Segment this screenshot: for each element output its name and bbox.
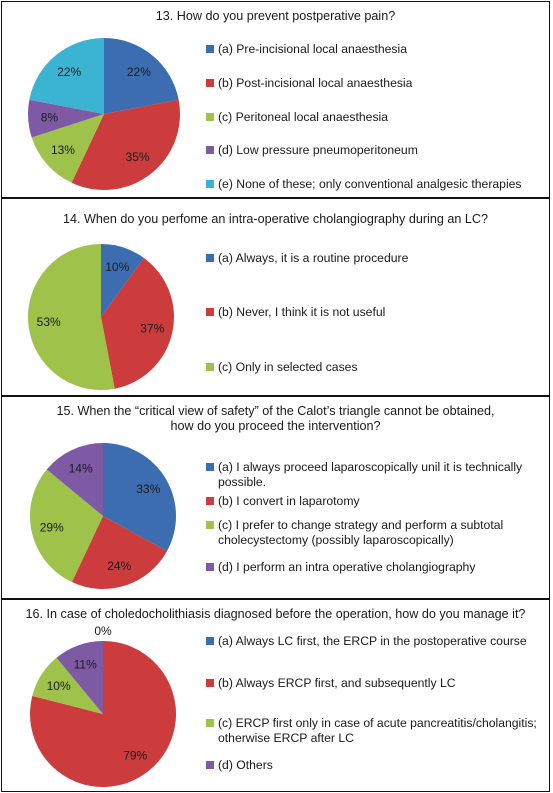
pie-slice-purple <box>27 99 104 138</box>
legend-swatch-red <box>206 308 214 316</box>
legend-swatch-green <box>206 363 214 371</box>
legend-label: (d) Others <box>218 758 273 772</box>
pie-slice-red <box>101 257 174 389</box>
legend-label: (a) Always, it is a routine procedure <box>218 251 409 265</box>
legend-swatch-green <box>206 719 214 727</box>
legend-swatch-green <box>206 113 214 121</box>
chart-title: 14. When do you perfome an intra-operati… <box>63 212 488 226</box>
pie-slice-green <box>31 114 104 183</box>
pie-chart-13: 22% 35% 13% 8% 22% <box>27 38 180 190</box>
legend-swatch-blue <box>206 637 214 645</box>
legend-swatch-green <box>206 521 214 529</box>
pie-slice-green <box>29 469 103 583</box>
data-label: 0% <box>94 624 112 638</box>
legend-label: (b) Post-incisional local anaesthesia <box>218 76 413 90</box>
legend-label: (c) ERCP first only in case of acute pan… <box>218 716 537 745</box>
data-label: 37% <box>140 321 164 335</box>
pie-slice-green <box>32 657 104 714</box>
legend-swatch-blue <box>206 463 214 471</box>
legend-swatch-purple <box>206 761 214 769</box>
pie-chart-15: 33% 24% 29% 14% <box>29 443 176 589</box>
legend-label: (c) Peritoneal local anaesthesia <box>218 110 389 124</box>
legend-label: (b) Never, I think it is not useful <box>218 305 386 319</box>
legend-label: (a) Always LC first, the ERCP in the pos… <box>218 634 527 648</box>
data-label: 33% <box>136 482 160 496</box>
chart-title: 15. When the “critical view of safety” o… <box>56 404 495 433</box>
legend-label: (e) None of these; only conventional ana… <box>218 177 522 191</box>
chart-title: 13. How do you prevent postperative pain… <box>155 9 396 23</box>
legend-swatch-red <box>206 679 214 687</box>
data-label: 10% <box>105 260 129 274</box>
data-label: 22% <box>127 65 151 79</box>
legend-label: (b) Always ERCP first, and subsequently … <box>218 676 456 690</box>
data-label: 79% <box>123 749 147 763</box>
data-label: 29% <box>40 520 64 534</box>
legend-swatch-purple <box>206 563 214 571</box>
pie-slice-blue <box>101 244 144 317</box>
data-label: 35% <box>126 150 150 164</box>
pie-chart-14: 10% 37% 53% <box>28 244 174 390</box>
pie-slice-purple <box>46 443 103 516</box>
data-label: 22% <box>57 65 81 79</box>
chart-title: 16. In case of choledocholithiasis diagn… <box>25 607 526 621</box>
pie-slice-green <box>28 244 115 390</box>
chart-panel-16: 16. In case of choledocholithiasis diagn… <box>1 599 550 792</box>
pie-chart-16: 0% 79% 10%11% <box>30 624 177 787</box>
pie-slice-cyan <box>29 38 104 114</box>
pie-slice-blue <box>104 38 179 114</box>
chart-panel-14: 14. When do you perfome an intra-operati… <box>1 198 550 396</box>
legend-swatch-purple <box>206 146 214 154</box>
data-label: 53% <box>37 315 61 329</box>
legend-swatch-red <box>206 79 214 87</box>
legend-swatch-blue <box>206 254 214 262</box>
legend-label: (a) Pre-incisional local anaesthesia <box>218 42 408 56</box>
chart-panel-13: 13. How do you prevent postperative pain… <box>1 1 550 198</box>
data-label: 14% <box>69 461 93 475</box>
legend-label: (d) I perform an intra operative cholang… <box>218 560 476 574</box>
data-label: 13% <box>51 143 75 157</box>
legend-label: (b) I convert in laparotomy <box>218 494 360 508</box>
legend-swatch-blue <box>206 45 214 53</box>
legend-label: (c) Only in selected cases <box>218 360 358 374</box>
legend-label: (a) I always proceed laparoscopically un… <box>218 460 523 489</box>
data-label: 10% <box>47 679 71 693</box>
chart-panel-15: 15. When the “critical view of safety” o… <box>1 396 550 599</box>
data-label: 24% <box>107 559 131 573</box>
legend-swatch-red <box>206 497 214 505</box>
legend-swatch-cyan <box>206 180 214 188</box>
legend-label: (d) Low pressure pneumoperitoneum <box>218 143 418 157</box>
pie-slice-blue <box>103 443 176 552</box>
pie-slice-purple <box>56 641 103 714</box>
pie-slice-red <box>71 99 180 190</box>
pie-slice-red <box>71 516 167 589</box>
legend-label: (c) I prefer to change strategy and perf… <box>218 518 504 547</box>
data-label: 11% <box>74 658 97 672</box>
data-label: 8% <box>41 110 59 124</box>
